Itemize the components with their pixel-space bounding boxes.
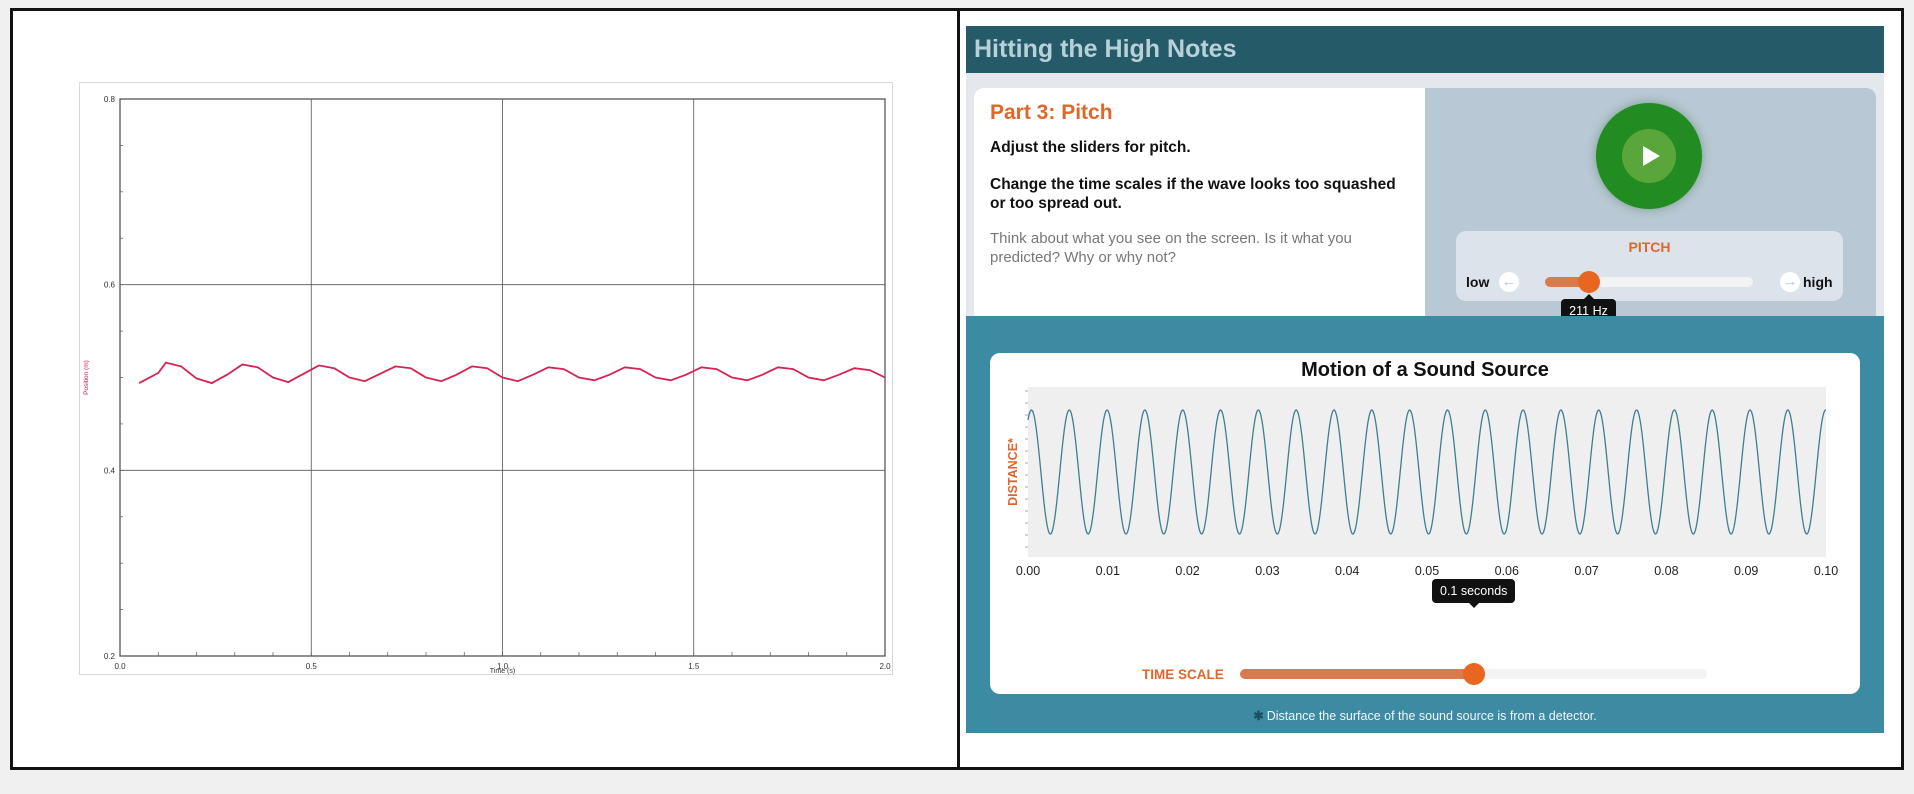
- footnote-asterisk-icon: ✱: [1253, 709, 1264, 723]
- x-axis-label: Time (s): [490, 668, 515, 675]
- y-tick-label: 0.8: [104, 95, 116, 104]
- x-tick-label: 0.05: [1415, 564, 1439, 578]
- x-tick-label: 1.0: [497, 662, 509, 671]
- x-tick-label: 2.0: [879, 662, 891, 671]
- instruction-adjust: Adjust the sliders for pitch.: [990, 139, 1191, 156]
- x-tick-label: 0.09: [1734, 564, 1758, 578]
- x-tick-label: 0.0: [114, 662, 126, 671]
- app-window: Hitting the High Notes Part 3: Pitch Adj…: [966, 26, 1884, 733]
- motion-chart-svg: 0.00 0.01 0.02 0.03 0.04 0.05 0.06 0.07 0.08 0.09…: [1006, 387, 1838, 578]
- pitch-slider-fill: [1545, 277, 1593, 287]
- x-tick-label: 0.04: [1335, 564, 1359, 578]
- pitch-label: PITCH: [1628, 239, 1671, 255]
- x-tick-label: 0.06: [1495, 564, 1519, 578]
- x-tick-label: 1.5: [688, 662, 700, 671]
- play-icon: [1622, 129, 1676, 183]
- time-scale-tooltip: 0.1 seconds: [1432, 579, 1516, 608]
- pitch-decrease-arrow-icon[interactable]: ←: [1499, 272, 1519, 292]
- x-tick-label: 0.08: [1654, 564, 1678, 578]
- time-scale-slider-thumb[interactable]: [1462, 663, 1485, 685]
- x-tick-label: 0.01: [1096, 564, 1120, 578]
- part-title: Part 3: Pitch: [990, 101, 1113, 124]
- panel-divider: [957, 11, 960, 767]
- x-tick-label: 0.5: [306, 662, 318, 671]
- y-tick-label: 0.2: [104, 652, 116, 661]
- pitch-increase-arrow-icon[interactable]: →: [1780, 272, 1800, 292]
- x-tick-label: 0.00: [1016, 564, 1040, 578]
- pitch-control-card: PITCH low ← → high 211 Hz: [1425, 88, 1876, 323]
- position-time-graph-svg: 0.0 0.5 1.0 1.5 2.0 0.2 0.4 0.6 0.8 Time (s) Posit…: [83, 95, 891, 675]
- think-prompt: Think about what you see on the screen. …: [990, 230, 1352, 266]
- time-scale-slider-fill: [1240, 669, 1474, 679]
- time-scale-label: TIME SCALE: [1142, 667, 1224, 682]
- x-tick-label: 0.03: [1255, 564, 1279, 578]
- play-triangle: [1643, 146, 1660, 166]
- app-header: Hitting the High Notes: [966, 26, 1884, 73]
- position-time-graph: 0.0 0.5 1.0 1.5 2.0 0.2 0.4 0.6 0.8 Time (s) Posit…: [79, 82, 893, 675]
- time-scale-slider[interactable]: [1240, 663, 1707, 685]
- y-tick-label: 0.6: [104, 281, 116, 290]
- x-tick-label: 0.07: [1574, 564, 1598, 578]
- footnote: ✱ Distance the surface of the sound sourc…: [966, 708, 1884, 723]
- pitch-slider-thumb[interactable]: [1577, 271, 1600, 293]
- footnote-text: Distance the surface of the sound source…: [1266, 709, 1597, 723]
- instructions-card: Part 3: Pitch Adjust the sliders for pit…: [974, 88, 1425, 316]
- motion-chart-card: Motion of a Sound Source 0.00 0.01 0.02 0.0…: [990, 353, 1860, 694]
- instruction-time-scale: Change the time scales if the wave looks…: [990, 176, 1396, 212]
- app-title: Hitting the High Notes: [974, 35, 1237, 63]
- y-tick-label: 0.4: [104, 466, 116, 475]
- chart-title: Motion of a Sound Source: [1301, 359, 1549, 381]
- position-line: [138, 361, 886, 385]
- y-axis-label: Position (m): [83, 360, 90, 395]
- y-axis-label: DISTANCE*: [1006, 438, 1020, 506]
- play-button[interactable]: [1596, 103, 1702, 209]
- pitch-low-label: low: [1466, 274, 1490, 290]
- pitch-slider-box: PITCH low ← → high 211 Hz: [1456, 231, 1843, 323]
- pitch-slider[interactable]: [1545, 271, 1753, 293]
- sound-wave-line: [1027, 409, 1827, 535]
- pitch-high-label: high: [1803, 274, 1833, 290]
- graph-area: Motion of a Sound Source 0.00 0.01 0.02 0.0…: [966, 316, 1884, 733]
- x-tick-label: 0.02: [1175, 564, 1199, 578]
- x-tick-label: 0.10: [1814, 564, 1838, 578]
